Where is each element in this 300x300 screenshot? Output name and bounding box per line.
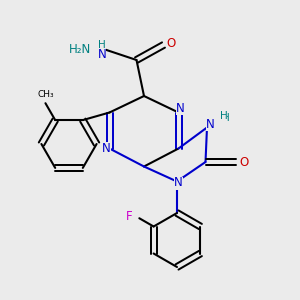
Text: N: N (174, 176, 183, 190)
Text: N: N (206, 118, 214, 131)
Text: H: H (222, 113, 230, 123)
Text: O: O (167, 37, 176, 50)
Text: H: H (98, 40, 106, 50)
Text: O: O (239, 155, 248, 169)
Text: H: H (220, 111, 227, 121)
Text: N: N (98, 47, 106, 61)
Text: N: N (176, 101, 184, 115)
Text: CH₃: CH₃ (37, 90, 54, 99)
Text: F: F (125, 210, 132, 223)
Text: H₂N: H₂N (69, 43, 92, 56)
Text: N: N (102, 142, 111, 155)
